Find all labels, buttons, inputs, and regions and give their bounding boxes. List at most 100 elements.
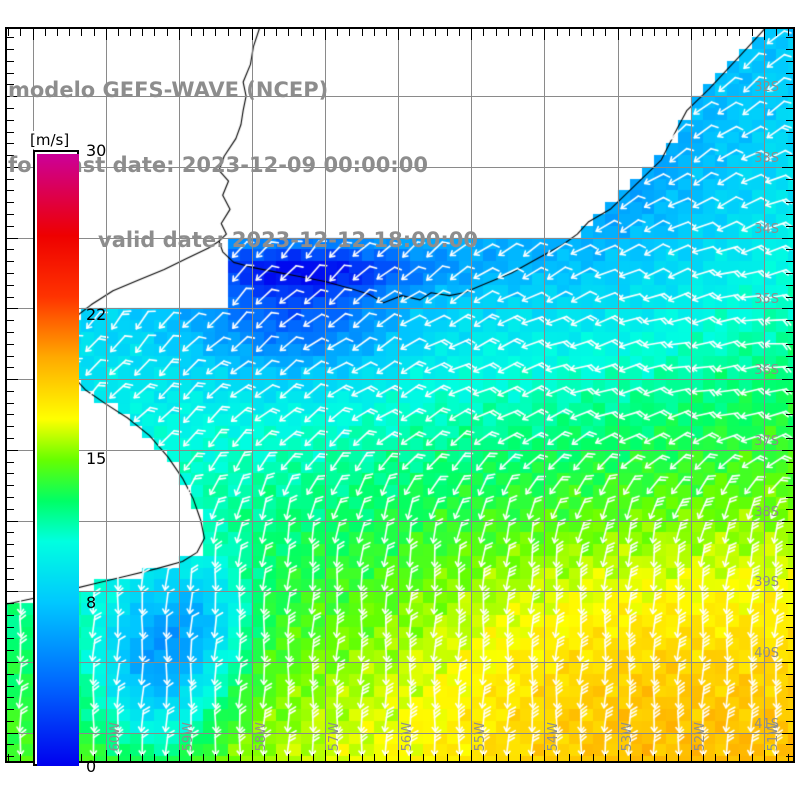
lat-label-37S: 37S bbox=[754, 434, 779, 449]
tick-minor-lat bbox=[7, 96, 14, 97]
tick-minor-lat bbox=[786, 662, 793, 663]
tick-minor-lon bbox=[8, 29, 9, 36]
tick-minor-lon bbox=[459, 29, 460, 36]
tick-minor-lat bbox=[7, 190, 14, 191]
tick-minor-lat bbox=[786, 721, 793, 722]
tick-minor-lon bbox=[496, 754, 497, 761]
tick-minor-lat bbox=[7, 627, 14, 628]
tick-minor-lon bbox=[203, 754, 204, 761]
tick-minor-lon bbox=[191, 754, 192, 761]
tick-minor-lon bbox=[447, 754, 448, 761]
tick-minor-lat bbox=[7, 84, 14, 85]
lat-label-38S: 38S bbox=[754, 505, 779, 520]
tick-minor-lat bbox=[7, 709, 14, 710]
tick-minor-lon bbox=[520, 29, 521, 36]
tick-minor-lon bbox=[45, 29, 46, 36]
tick-minor-lon bbox=[727, 754, 728, 761]
tick-minor-lon bbox=[337, 29, 338, 36]
tick-minor-lat bbox=[7, 273, 14, 274]
tick-minor-lat bbox=[7, 650, 14, 651]
tick-minor-lon bbox=[130, 29, 131, 36]
tick-minor-lon bbox=[605, 29, 606, 36]
tick-minor-lat bbox=[7, 143, 14, 144]
tick-minor-lat bbox=[7, 744, 14, 745]
tick-minor-lon bbox=[203, 29, 204, 36]
tick-minor-lat bbox=[7, 120, 14, 121]
tick-minor-lat bbox=[786, 521, 793, 522]
tick-minor-lon bbox=[654, 754, 655, 761]
colorbar-tick-15: 15 bbox=[86, 449, 107, 468]
tick-minor-lon bbox=[691, 754, 692, 761]
lon-label-55W: 55W bbox=[473, 721, 488, 751]
colorbar-tick-22: 22 bbox=[86, 305, 107, 325]
tick-minor-lon bbox=[776, 754, 777, 761]
tick-minor-lon bbox=[386, 29, 387, 36]
gridline-lat-36S bbox=[7, 379, 793, 380]
tick-minor-lat bbox=[786, 450, 793, 451]
tick-minor-lon bbox=[739, 754, 740, 761]
tick-minor-lon bbox=[459, 754, 460, 761]
tick-minor-lat bbox=[786, 615, 793, 616]
tick-minor-lat bbox=[786, 544, 793, 545]
tick-minor-lat bbox=[786, 568, 793, 569]
tick-minor-lat bbox=[7, 485, 14, 486]
tick-minor-lon bbox=[764, 29, 765, 36]
tick-minor-lat bbox=[7, 379, 14, 380]
tick-minor-lon bbox=[593, 29, 594, 36]
tick-minor-lon bbox=[106, 29, 107, 36]
tick-minor-lon bbox=[642, 29, 643, 36]
tick-minor-lat bbox=[786, 96, 793, 97]
tick-minor-lat bbox=[786, 120, 793, 121]
tick-minor-lat bbox=[786, 190, 793, 191]
tick-minor-lat bbox=[786, 591, 793, 592]
lon-label-54W: 54W bbox=[546, 721, 561, 751]
tick-minor-lat bbox=[7, 403, 14, 404]
tick-minor-lat bbox=[786, 367, 793, 368]
tick-minor-lon bbox=[447, 29, 448, 36]
tick-minor-lon bbox=[483, 29, 484, 36]
tick-minor-lat bbox=[7, 202, 14, 203]
tick-minor-lon bbox=[703, 754, 704, 761]
tick-minor-lat bbox=[7, 238, 14, 239]
tick-minor-lon bbox=[618, 754, 619, 761]
tick-minor-lat bbox=[7, 662, 14, 663]
tick-minor-lat bbox=[786, 650, 793, 651]
lat-label-40S: 40S bbox=[754, 646, 779, 661]
tick-minor-lat bbox=[786, 391, 793, 392]
lon-label-56W: 56W bbox=[400, 721, 415, 751]
tick-minor-lat bbox=[786, 379, 793, 380]
valid-date-line: valid date: 2023-12-12 18:00:00 bbox=[98, 228, 478, 252]
tick-minor-lon bbox=[33, 29, 34, 36]
lat-label-39S: 39S bbox=[754, 575, 779, 590]
tick-minor-lon bbox=[715, 29, 716, 36]
tick-minor-lon bbox=[337, 754, 338, 761]
tick-minor-lat bbox=[7, 61, 14, 62]
tick-minor-lat bbox=[786, 320, 793, 321]
tick-minor-lat bbox=[7, 603, 14, 604]
tick-minor-lon bbox=[764, 754, 765, 761]
tick-minor-lon bbox=[240, 29, 241, 36]
tick-minor-lon bbox=[252, 754, 253, 761]
tick-minor-lon bbox=[496, 29, 497, 36]
tick-minor-lat bbox=[7, 591, 14, 592]
tick-minor-lon bbox=[398, 29, 399, 36]
tick-minor-lat bbox=[7, 37, 14, 38]
tick-minor-lon bbox=[81, 754, 82, 761]
tick-minor-lat bbox=[7, 226, 14, 227]
tick-minor-lat bbox=[7, 462, 14, 463]
tick-minor-lon bbox=[288, 754, 289, 761]
tick-minor-lon bbox=[349, 29, 350, 36]
gridline-lat-34S bbox=[7, 238, 793, 239]
tick-minor-lat bbox=[786, 238, 793, 239]
colorbar-unit-label: [m/s] bbox=[28, 131, 72, 149]
tick-minor-lon bbox=[483, 754, 484, 761]
gridline-lat-32S bbox=[7, 96, 793, 97]
tick-minor-lon bbox=[57, 29, 58, 36]
tick-minor-lat bbox=[786, 356, 793, 357]
tick-minor-lon bbox=[691, 29, 692, 36]
tick-minor-lat bbox=[7, 285, 14, 286]
tick-minor-lon bbox=[410, 29, 411, 36]
tick-minor-lat bbox=[7, 179, 14, 180]
tick-minor-lon bbox=[301, 29, 302, 36]
